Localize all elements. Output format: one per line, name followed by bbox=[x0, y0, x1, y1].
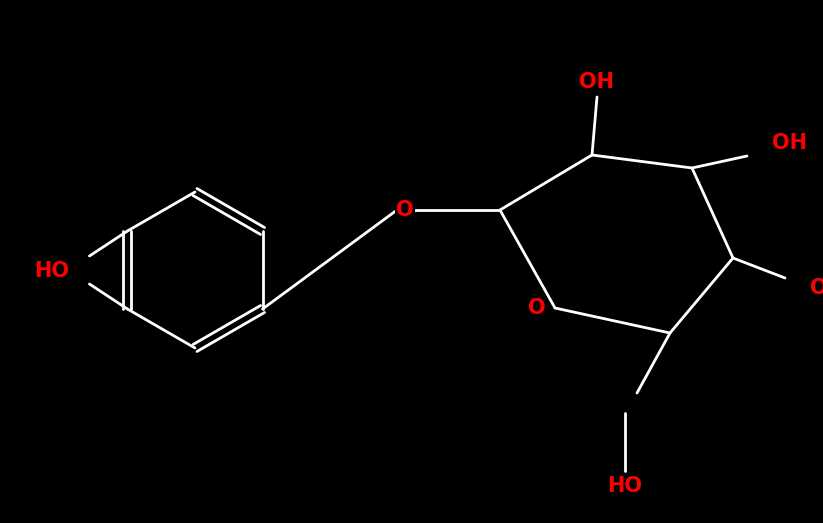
Text: O: O bbox=[396, 200, 414, 220]
Text: OH: OH bbox=[579, 72, 615, 92]
Text: HO: HO bbox=[607, 476, 643, 496]
Text: HO: HO bbox=[35, 261, 69, 281]
Text: HO: HO bbox=[35, 259, 69, 279]
Text: O: O bbox=[528, 298, 546, 318]
Text: OH: OH bbox=[810, 278, 823, 298]
Text: OH: OH bbox=[772, 133, 807, 153]
